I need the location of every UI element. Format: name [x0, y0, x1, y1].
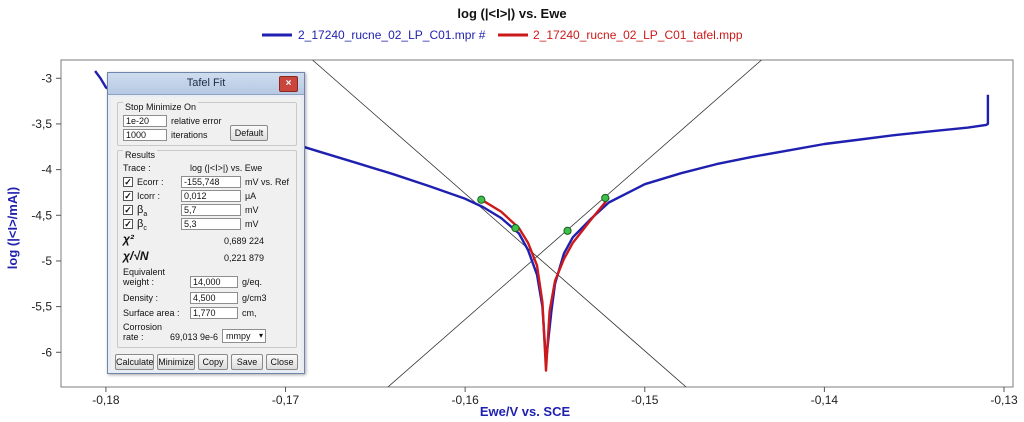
trace-value: log (|<I>|) vs. Ewe — [190, 163, 263, 173]
beta-c-label: βc — [137, 218, 147, 233]
x-tick-label: -0,18 — [92, 393, 120, 407]
x-tick-label: -0,13 — [990, 393, 1018, 407]
tafel-fit-line-1 — [312, 60, 687, 387]
copy-button[interactable]: Copy — [198, 354, 228, 370]
stop-minimize-group: Stop Minimize On 1e-20 relative error 10… — [117, 102, 297, 146]
surface-area-field[interactable]: 1,770 — [190, 307, 238, 319]
icorr-label: Icorr : — [137, 191, 161, 201]
ecorr-field[interactable]: -155,748 — [181, 176, 241, 188]
dialog-body: Stop Minimize On 1e-20 relative error 10… — [111, 97, 301, 370]
surface-area-unit: cm, — [242, 308, 257, 318]
calculate-button[interactable]: Calculate — [115, 354, 154, 370]
results-group: Results Trace : log (|<I>|) vs. Ewe ✓ Ec… — [117, 150, 297, 348]
save-button[interactable]: Save — [231, 354, 263, 370]
relative-error-input[interactable]: 1e-20 — [123, 115, 167, 127]
legend-label-blue: 2_17240_rucne_02_LP_C01.mpr # — [298, 28, 486, 42]
equivalent-label-1: Equivalent — [123, 267, 166, 277]
default-button[interactable]: Default — [230, 125, 268, 141]
chi-square-label: χ² — [123, 232, 134, 246]
x-tick-label: -0,16 — [451, 393, 479, 407]
y-axis-label: log (|<I>/mA|) — [5, 187, 20, 269]
plot-frame — [60, 59, 1014, 388]
corrosion-rate-value: 69,013 9e-6 — [170, 332, 219, 342]
density-unit: g/cm3 — [242, 293, 267, 303]
tafel-fit-line-2 — [387, 60, 762, 387]
beta-a-label: βa — [137, 204, 148, 219]
tafel-fit-dialog: Tafel Fit × Stop Minimize On 1e-20 relat… — [107, 72, 305, 374]
y-tick-label: -5 — [41, 254, 52, 268]
beta-c-unit: mV — [245, 219, 259, 229]
x-axis-label: Ewe/V vs. SCE — [480, 404, 571, 419]
corrosion-label-1: Corrosion — [123, 322, 163, 332]
legend-label-red: 2_17240_rucne_02_LP_C01_tafel.mpp — [533, 28, 743, 42]
y-tick-label: -3 — [41, 71, 52, 85]
density-label: Density : — [123, 293, 159, 303]
fit-marker-point[interactable] — [601, 193, 610, 203]
x-tick-label: -0,14 — [811, 393, 839, 407]
iterations-input[interactable]: 1000 — [123, 129, 167, 141]
equivalent-weight-unit: g/eq. — [242, 277, 263, 287]
x-axis-ticks: -0,18 -0,17 -0,16 -0,15 -0,14 -0,13 — [92, 387, 1018, 407]
chi-over-sqrt-n-value: 0,221 879 — [224, 253, 265, 263]
chi-over-sqrt-n-label: χ/√N — [123, 249, 149, 263]
corrosion-unit-value: mmpy — [226, 331, 251, 341]
close-icon[interactable]: × — [279, 76, 298, 92]
fit-marker-point[interactable] — [511, 223, 520, 233]
trace-label: Trace : — [123, 163, 151, 173]
beta-c-checkbox[interactable]: ✓ — [123, 219, 133, 229]
y-tick-label: -4,5 — [31, 208, 52, 222]
corrosion-unit-select[interactable]: mmpy ▾ — [222, 329, 266, 343]
x-tick-label: -0,15 — [631, 393, 659, 407]
equivalent-label-2: weight : — [123, 277, 155, 287]
corrosion-label-2: rate : — [123, 332, 144, 342]
chevron-down-icon: ▾ — [258, 331, 263, 340]
fit-marker-point[interactable] — [477, 195, 486, 204]
beta-a-field[interactable]: 5,7 — [181, 204, 241, 216]
ecorr-label: Ecorr : — [137, 177, 164, 187]
surface-area-label: Surface area : — [123, 308, 180, 318]
y-tick-label: -4 — [41, 163, 52, 177]
y-tick-label: -3,5 — [31, 117, 52, 131]
relative-error-label: relative error — [171, 116, 222, 126]
dialog-title: Tafel Fit — [186, 77, 226, 89]
chi-square-value: 0,689 224 — [224, 236, 265, 246]
equivalent-weight-field[interactable]: 14,000 — [190, 276, 238, 288]
beta-c-field[interactable]: 5,3 — [181, 218, 241, 230]
results-title: Results — [123, 150, 158, 160]
icorr-unit: µA — [245, 191, 257, 201]
iterations-label: iterations — [171, 130, 208, 140]
y-tick-label: -6 — [41, 345, 52, 359]
ecorr-unit: mV vs. Ref — [245, 177, 290, 187]
density-field[interactable]: 4,500 — [190, 292, 238, 304]
y-axis-ticks: -3 -3,5 -4 -4,5 -5 -5,5 -6 — [31, 71, 61, 359]
y-tick-label: -5,5 — [31, 300, 52, 314]
beta-a-unit: mV — [245, 205, 259, 215]
beta-c-subscript: c — [143, 225, 147, 233]
beta-a-subscript: a — [143, 211, 148, 219]
dialog-titlebar[interactable]: Tafel Fit × — [108, 73, 304, 95]
icorr-checkbox[interactable]: ✓ — [123, 191, 133, 201]
beta-a-checkbox[interactable]: ✓ — [123, 205, 133, 215]
x-tick-label: -0,17 — [272, 393, 300, 407]
fit-markers — [477, 193, 610, 235]
fit-marker-point[interactable] — [563, 226, 572, 235]
ecorr-checkbox[interactable]: ✓ — [123, 177, 133, 187]
chart-title: log (|<I>|) vs. Ewe — [457, 6, 566, 21]
close-button[interactable]: Close — [266, 354, 298, 370]
legend: 2_17240_rucne_02_LP_C01.mpr # 2_17240_ru… — [262, 28, 743, 42]
stop-minimize-title: Stop Minimize On — [123, 102, 199, 112]
tafel-fit-lines — [312, 60, 762, 387]
icorr-field[interactable]: 0,012 — [181, 190, 241, 202]
minimize-button[interactable]: Minimize — [157, 354, 195, 370]
